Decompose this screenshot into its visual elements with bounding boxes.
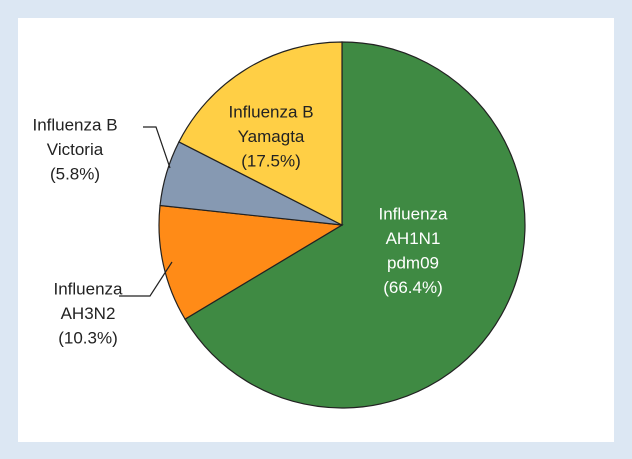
slice-label: Victoria: [47, 140, 104, 159]
slice-label: AH3N2: [61, 304, 116, 323]
leader-line: [119, 261, 173, 297]
slice-label: Influenza: [54, 279, 124, 298]
value-label: (66.4%): [383, 278, 443, 297]
slice-label: Influenza B: [228, 102, 313, 121]
pie-slice: [184, 41, 526, 409]
slice-label: AH1N1: [386, 229, 441, 248]
pie-slice: [158, 204, 344, 320]
slice-label: Influenza: [379, 204, 449, 223]
slice-label: pdm09: [387, 253, 439, 272]
value-label: (17.5%): [241, 151, 301, 170]
value-label: (10.3%): [58, 328, 118, 347]
leader-line: [143, 126, 171, 169]
value-label: (5.8%): [50, 164, 100, 183]
slice-label: Influenza B: [32, 115, 117, 134]
slice-label: Yamagta: [238, 127, 305, 146]
pie-slice: [178, 41, 343, 226]
